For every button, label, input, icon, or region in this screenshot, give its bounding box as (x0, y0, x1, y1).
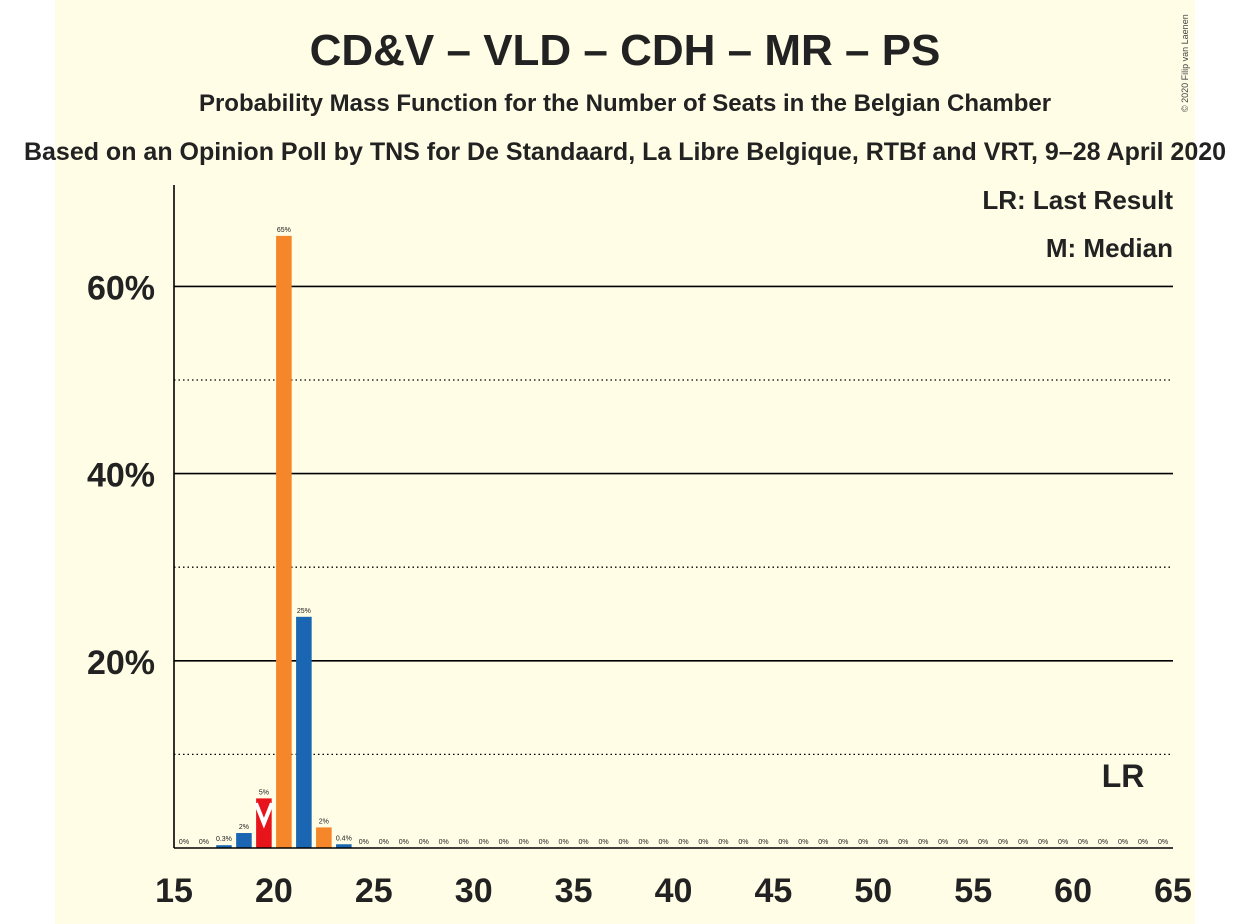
median-marker (254, 802, 274, 829)
bar-label: 0% (519, 839, 529, 846)
bar-label: 0% (818, 839, 828, 846)
tick-labels: 15 20 25 30 35 40 45 50 55 60 65 20% 40% 60% (87, 269, 1192, 910)
bar-label: 0% (1138, 839, 1148, 846)
bar-label: 0% (898, 839, 908, 846)
bar-label: 0% (698, 839, 708, 846)
bar-label: 0% (379, 839, 389, 846)
x-tick-label: 65 (1154, 872, 1192, 910)
bar (316, 827, 332, 848)
bar-label: 0.3% (216, 836, 232, 843)
bar-label: 0% (179, 839, 189, 846)
y-tick-label: 20% (87, 644, 155, 682)
bar-label: 0% (618, 839, 628, 846)
y-tick-label: 60% (87, 269, 155, 307)
bar-label: 0% (539, 839, 549, 846)
bar-label: 0% (638, 839, 648, 846)
bar-label: 0% (658, 839, 668, 846)
bar-label: 0% (1158, 839, 1168, 846)
legend-last-result: LR: Last Result (982, 185, 1173, 215)
x-tick-label: 55 (954, 872, 992, 910)
bar-label: 0% (1118, 839, 1128, 846)
bar-label: 0% (419, 839, 429, 846)
bar-label: 0% (1098, 839, 1108, 846)
x-tick-label: 20 (255, 872, 293, 910)
bar-label: 5% (259, 789, 269, 796)
bar-label: 0% (978, 839, 988, 846)
x-tick-label: 45 (754, 872, 792, 910)
bar-label: 0% (778, 839, 788, 846)
chart-title: CD&V – VLD – CDH – MR – PS (309, 26, 941, 75)
x-tick-label: 25 (355, 872, 393, 910)
bar-label: 0% (359, 839, 369, 846)
bar-label: 0% (559, 839, 569, 846)
bar-label: 0% (678, 839, 688, 846)
x-tick-label: 30 (455, 872, 493, 910)
bar-label: 0% (1058, 839, 1068, 846)
x-tick-label: 15 (155, 872, 193, 910)
chart-subtitle: Probability Mass Function for the Number… (198, 90, 1052, 117)
legend-median: M: Median (1046, 233, 1173, 263)
bar-label: 0% (718, 839, 728, 846)
bar (276, 235, 292, 848)
y-tick-label: 40% (87, 457, 155, 495)
bar-label: 0% (1078, 839, 1088, 846)
bar-label: 0% (1018, 839, 1028, 846)
bar-label: 0% (399, 839, 409, 846)
x-tick-label: 50 (854, 872, 892, 910)
bar-label: 0% (599, 839, 609, 846)
bar-label: 0% (838, 839, 848, 846)
bar-label: 2% (319, 818, 329, 825)
bar (236, 833, 252, 848)
bar-label: 65% (277, 227, 291, 234)
bar-label: 0% (918, 839, 928, 846)
bar-label: 2% (239, 824, 249, 831)
bar-label: 0% (858, 839, 868, 846)
chart-source: Based on an Opinion Poll by TNS for De S… (23, 138, 1227, 166)
bar-label: 0% (499, 839, 509, 846)
bar (296, 616, 312, 848)
bar (216, 845, 232, 848)
bar-label: 0% (1038, 839, 1048, 846)
x-tick-label: 35 (555, 872, 593, 910)
bar-label: 0.4% (336, 835, 352, 842)
bar-label: 0% (958, 839, 968, 846)
bar-label: 0% (738, 839, 748, 846)
bar-label: 0% (199, 839, 209, 846)
bar-label: 0% (579, 839, 589, 846)
axes (173, 185, 1173, 849)
bar-label: 0% (459, 839, 469, 846)
bars (216, 235, 352, 848)
last-result-marker: LR (1102, 758, 1145, 794)
bar-label: 0% (938, 839, 948, 846)
bar-labels: 0% 0% 0.3% 2% 5% 65% 25% 2% 0.4% 0% 0% 0% 0% 0% 0% 0% 0%… (179, 227, 1168, 846)
bar-label: 0% (998, 839, 1008, 846)
x-tick-label: 60 (1054, 872, 1092, 910)
bar-label: 0% (439, 839, 449, 846)
bar-label: 0% (878, 839, 888, 846)
chart-background (55, 0, 1195, 924)
bar-label: 0% (479, 839, 489, 846)
bar-label: 0% (798, 839, 808, 846)
markers: LR LR: Last Result M: Median (254, 185, 1173, 829)
x-tick-label: 40 (655, 872, 693, 910)
gridlines (174, 285, 1173, 756)
bar (336, 844, 352, 848)
bar-label: 0% (758, 839, 768, 846)
bar-label: 25% (297, 608, 311, 615)
